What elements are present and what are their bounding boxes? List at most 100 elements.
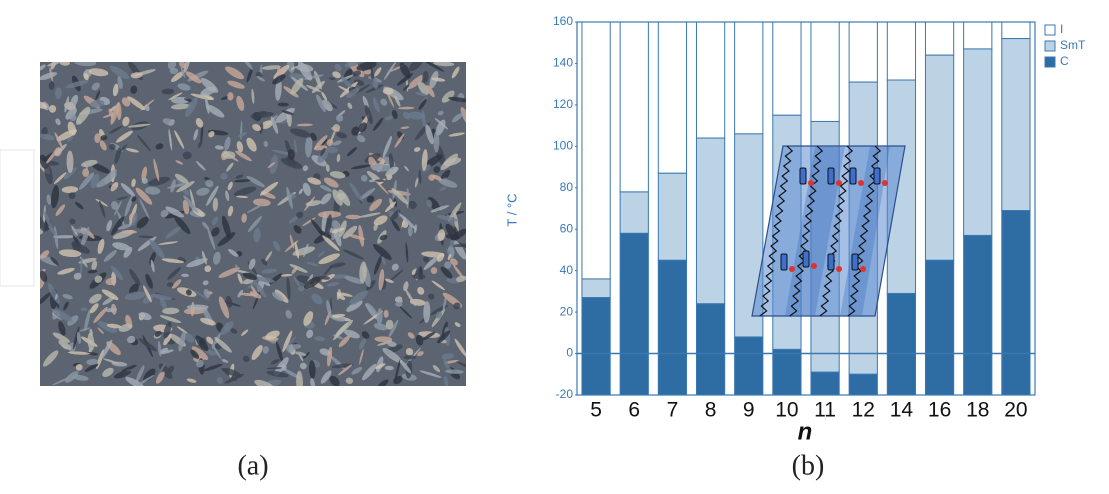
crystal	[303, 243, 309, 258]
crystal	[183, 195, 199, 214]
bar-segment-smt	[581, 278, 611, 299]
crystal	[59, 62, 70, 66]
crystal	[220, 95, 230, 100]
crystal	[323, 177, 339, 188]
bar-segment-i	[886, 21, 917, 81]
ion	[860, 266, 866, 272]
crystal	[287, 336, 297, 345]
crystal	[74, 201, 84, 210]
crystal	[411, 273, 426, 280]
crystal	[40, 101, 48, 109]
crystal	[235, 174, 244, 179]
bar-segment-c	[734, 336, 764, 396]
crystal	[262, 346, 269, 354]
crystal	[433, 131, 440, 153]
crystal	[163, 334, 172, 346]
x-tick-label: 18	[966, 399, 989, 422]
crystal	[422, 256, 430, 263]
crystal	[143, 285, 152, 303]
crystal	[338, 189, 351, 207]
crystal	[75, 106, 91, 125]
crystal	[127, 335, 136, 344]
crystal	[233, 186, 257, 196]
crystal	[397, 106, 415, 110]
crystal	[324, 146, 338, 154]
crystal	[123, 246, 133, 258]
crystal	[323, 264, 334, 276]
crystal	[444, 261, 452, 269]
crystal	[384, 365, 394, 371]
side-tab	[0, 149, 35, 287]
crystal	[285, 309, 292, 319]
crystal	[307, 177, 322, 185]
crystal	[352, 70, 361, 77]
crystal	[440, 266, 453, 279]
crystal	[196, 187, 210, 196]
crystal	[70, 94, 79, 108]
crystal	[47, 62, 64, 67]
crystal	[384, 278, 394, 283]
crystal	[302, 182, 311, 197]
crystal	[168, 365, 175, 374]
x-tick-label: 10	[775, 399, 798, 422]
crystal	[311, 293, 323, 305]
crystal	[171, 71, 184, 83]
crystal	[298, 285, 305, 292]
bar-segment-smt	[657, 172, 688, 261]
crystal	[394, 94, 401, 107]
crystal	[225, 66, 245, 80]
crystal	[293, 276, 301, 288]
x-tick-label: 8	[705, 399, 717, 422]
crystal	[212, 216, 219, 226]
crystal	[437, 229, 446, 241]
crystal	[287, 149, 295, 160]
crystal	[91, 163, 111, 174]
crystal	[110, 265, 124, 281]
crystal	[405, 242, 409, 263]
crystal	[159, 315, 182, 324]
crystal	[55, 143, 67, 156]
crystal	[242, 272, 258, 281]
crystal	[40, 250, 50, 259]
crystal	[397, 211, 401, 218]
crystal	[50, 257, 60, 266]
crystal	[228, 248, 239, 257]
crystal	[344, 275, 365, 285]
x-tick-label: 20	[1004, 399, 1027, 422]
crystal	[54, 132, 64, 150]
crystal	[286, 344, 294, 353]
crystal	[40, 72, 58, 81]
crystal	[427, 196, 441, 212]
crystal	[399, 306, 413, 319]
crystal	[214, 145, 224, 150]
crystal	[200, 317, 216, 326]
y-axis-label: T / °C	[504, 193, 519, 226]
bar-segment-i	[924, 21, 955, 56]
crystal	[460, 107, 466, 126]
crystal	[174, 215, 191, 235]
crystal	[439, 186, 447, 191]
crystal	[423, 301, 431, 323]
crystal	[112, 83, 119, 97]
crystal	[266, 367, 283, 370]
crystal	[331, 220, 341, 231]
crystal	[61, 186, 79, 194]
crystal	[121, 364, 137, 372]
crystal	[97, 327, 105, 335]
crystal	[213, 251, 221, 265]
bar-segment-c	[963, 234, 993, 396]
crystal	[200, 123, 204, 143]
crystal	[237, 273, 243, 285]
crystal	[141, 166, 148, 181]
crystal	[359, 187, 376, 200]
inset-layer	[751, 145, 906, 317]
x-tick-label: 6	[628, 399, 640, 422]
crystal	[237, 131, 248, 138]
crystal	[326, 300, 332, 318]
micrograph	[40, 62, 466, 386]
crystal	[452, 243, 466, 248]
crystal	[82, 168, 90, 178]
x-axis-label: n	[798, 418, 813, 445]
crystal	[137, 134, 152, 152]
crystal	[102, 114, 112, 118]
